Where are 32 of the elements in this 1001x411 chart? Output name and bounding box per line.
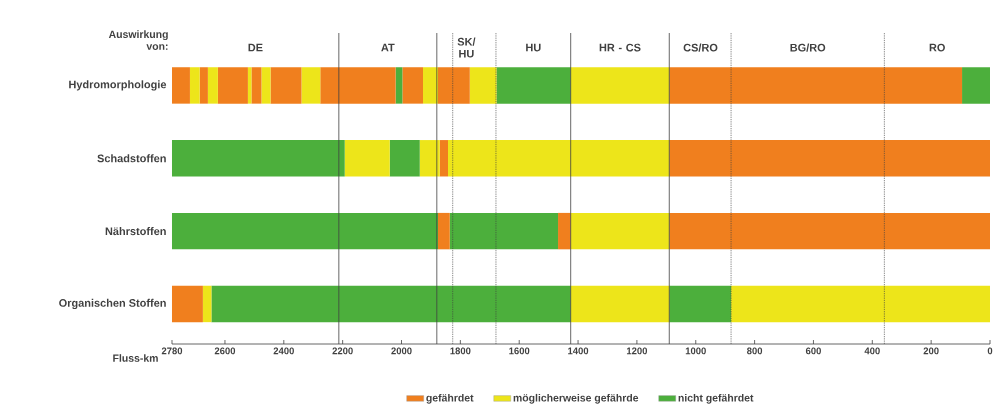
- x-tick-label: 1600: [509, 347, 530, 355]
- x-tick-label: 1200: [626, 347, 648, 355]
- x-tick-label: 2780: [161, 347, 183, 355]
- x-axis-title: Fluss-km: [113, 354, 158, 362]
- y-tick-label: Organischen Stoffen: [59, 298, 166, 310]
- x-tick-label: 2200: [332, 347, 353, 355]
- annotation: RO: [929, 43, 945, 52]
- annotation: AT: [381, 43, 395, 52]
- x-tick-label: 1400: [568, 347, 589, 355]
- y-tick-label: Schadstoffen: [97, 154, 166, 163]
- y-tick-label: Nährstoffen: [105, 227, 166, 236]
- annotation: HU: [526, 43, 541, 52]
- x-tick-label: 800: [747, 347, 763, 355]
- y-axis-title: Auswirkung von:: [108, 30, 168, 50]
- x-tick-label: 0: [987, 347, 993, 355]
- annotation: BG/RO: [790, 43, 826, 52]
- x-tick-label: 200: [923, 347, 939, 355]
- x-tick-label: 600: [805, 347, 821, 355]
- y-tick-label: Hydromorphologie: [69, 80, 167, 91]
- annotation: DE: [248, 43, 263, 52]
- annotation: CS/RO: [683, 43, 718, 52]
- x-tick-label: 2400: [273, 347, 294, 355]
- annotation: SK/ HU: [457, 37, 476, 58]
- x-tick-label: 2000: [391, 347, 412, 355]
- legend-label: möglicherweise gefährde: [513, 393, 639, 404]
- legend-label: nicht gefährdet: [678, 393, 754, 404]
- annotation: HR - CS: [599, 43, 641, 52]
- x-tick-label: 2600: [214, 347, 236, 355]
- x-tick-label: 400: [864, 347, 880, 355]
- x-tick-label: 1000: [685, 347, 706, 355]
- legend-label: gefährdet: [426, 393, 474, 404]
- x-tick-label: 1800: [450, 347, 471, 355]
